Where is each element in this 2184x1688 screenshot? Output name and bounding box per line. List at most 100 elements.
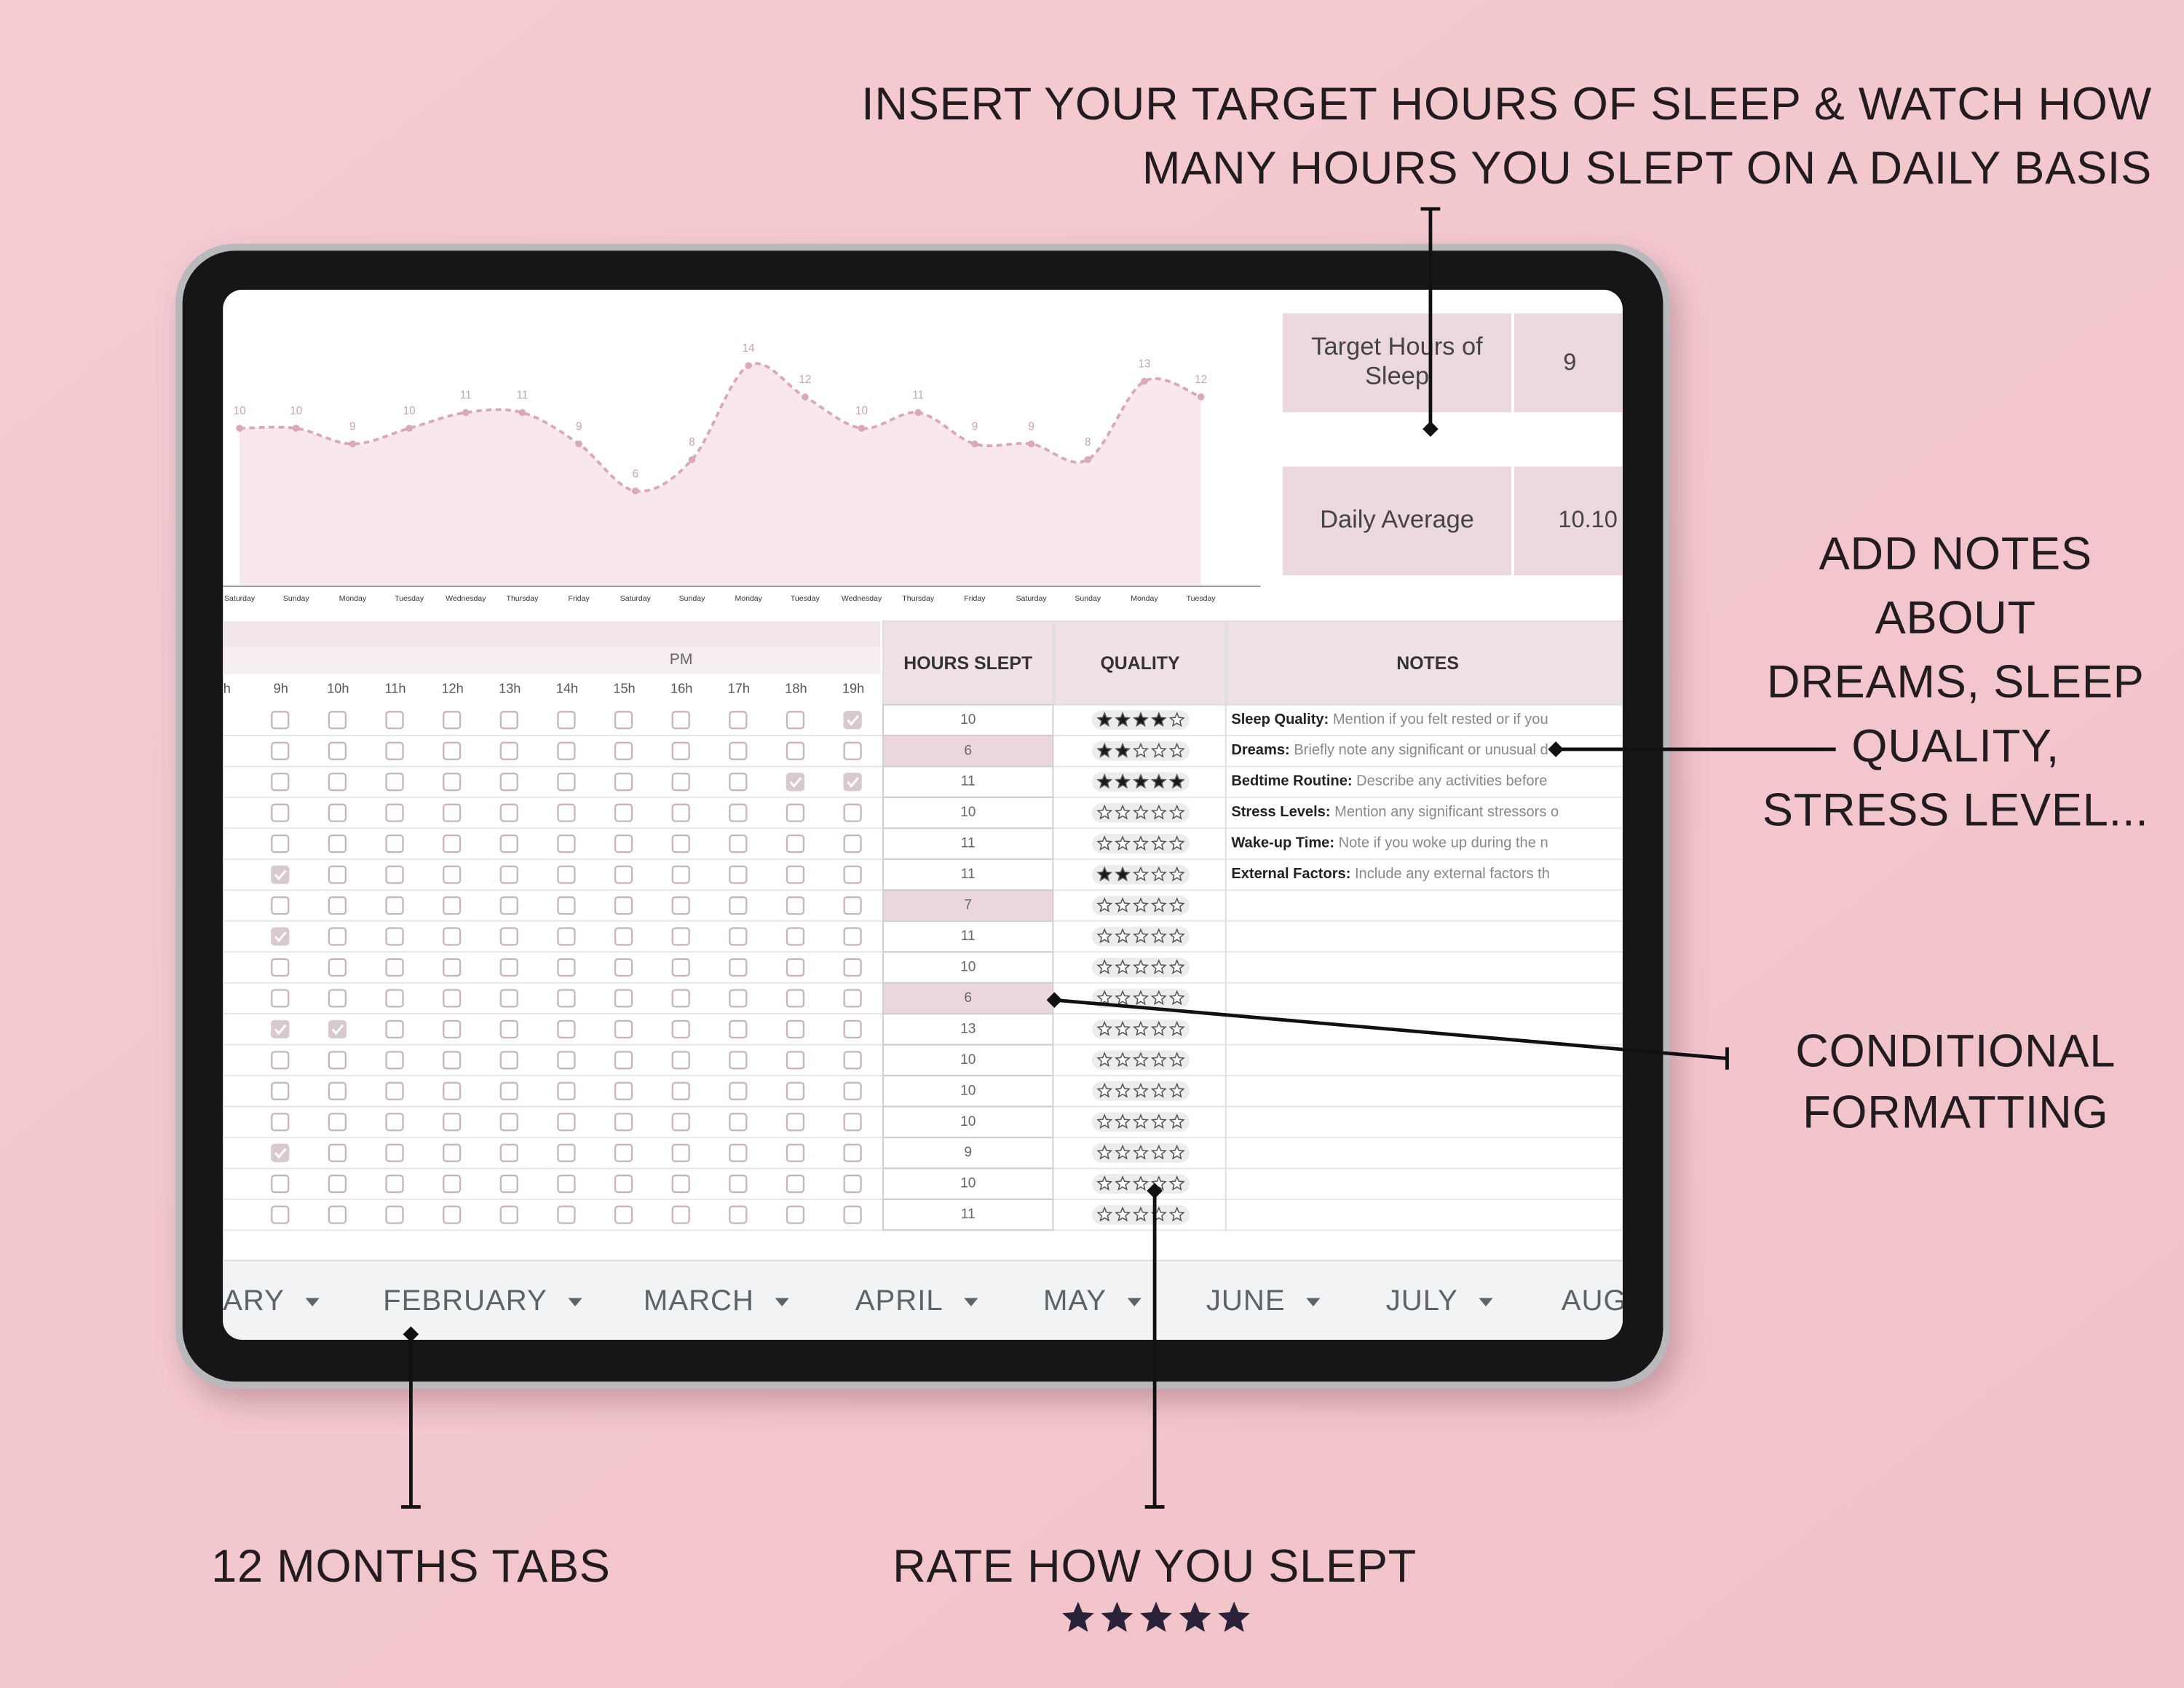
rating-star[interactable]: [1150, 773, 1167, 789]
rating-star[interactable]: [1096, 990, 1113, 1006]
rating-star[interactable]: [1150, 835, 1167, 851]
rating-star[interactable]: [1168, 1020, 1185, 1036]
rating-star[interactable]: [1115, 1052, 1131, 1068]
checkbox[interactable]: [385, 958, 404, 977]
checkbox[interactable]: [557, 865, 576, 884]
checkbox[interactable]: [557, 958, 576, 977]
rating-star[interactable]: [1168, 1144, 1185, 1160]
rating-star[interactable]: [1150, 804, 1167, 820]
tab-menu-arrow[interactable]: [964, 1298, 978, 1306]
checkbox[interactable]: [671, 958, 690, 977]
rating-star[interactable]: [1150, 990, 1167, 1006]
rating-star[interactable]: [1096, 773, 1113, 789]
rating-star[interactable]: [1096, 928, 1113, 944]
checkbox[interactable]: [671, 741, 690, 760]
checkbox[interactable]: [271, 711, 290, 730]
checkbox[interactable]: [443, 896, 462, 915]
checkbox[interactable]: [443, 1205, 462, 1224]
rating-star[interactable]: [1115, 711, 1131, 727]
checkbox[interactable]: [499, 896, 518, 915]
checkbox[interactable]: [671, 1175, 690, 1194]
checkbox[interactable]: [786, 741, 805, 760]
checkbox[interactable]: [328, 1175, 347, 1194]
rating-star[interactable]: [1096, 1206, 1113, 1222]
rating-star[interactable]: [1168, 1082, 1185, 1098]
checkbox[interactable]: [443, 927, 462, 946]
checkbox[interactable]: [786, 1051, 805, 1070]
rating-star[interactable]: [1132, 835, 1149, 851]
checkbox[interactable]: [328, 834, 347, 853]
checkbox[interactable]: [499, 834, 518, 853]
checkbox[interactable]: [443, 1175, 462, 1194]
rating-star[interactable]: [1132, 1052, 1149, 1068]
checkbox[interactable]: [271, 1081, 290, 1100]
checkbox[interactable]: [499, 1113, 518, 1132]
checkbox[interactable]: [557, 989, 576, 1008]
checkbox[interactable]: [729, 1081, 748, 1100]
sheet-tab[interactable]: ARY: [223, 1284, 285, 1317]
checkbox[interactable]: [271, 773, 290, 792]
sheet-tab[interactable]: MAY: [1043, 1284, 1107, 1317]
rating-star[interactable]: [1115, 958, 1131, 974]
checkbox[interactable]: [385, 896, 404, 915]
checkbox[interactable]: [499, 1175, 518, 1194]
checkbox[interactable]: [385, 834, 404, 853]
checkbox[interactable]: [786, 711, 805, 730]
tab-menu-arrow[interactable]: [305, 1298, 320, 1306]
checkbox[interactable]: [385, 865, 404, 884]
rating-star[interactable]: [1168, 742, 1185, 758]
checkbox[interactable]: [499, 865, 518, 884]
rating-star[interactable]: [1132, 990, 1149, 1006]
checkbox[interactable]: [385, 1205, 404, 1224]
checkbox[interactable]: [729, 711, 748, 730]
rating-star[interactable]: [1132, 1082, 1149, 1098]
checkbox[interactable]: [729, 1113, 748, 1132]
rating-star[interactable]: [1150, 1113, 1167, 1129]
checkbox-checked[interactable]: [843, 711, 862, 730]
rating-star[interactable]: [1115, 1175, 1131, 1191]
checkbox[interactable]: [786, 989, 805, 1008]
checkbox[interactable]: [328, 741, 347, 760]
rating-star[interactable]: [1150, 958, 1167, 974]
rating-star[interactable]: [1096, 1113, 1113, 1129]
rating-star[interactable]: [1096, 1082, 1113, 1098]
rating-star[interactable]: [1150, 1052, 1167, 1068]
rating-star[interactable]: [1150, 1082, 1167, 1098]
checkbox[interactable]: [843, 1205, 862, 1224]
rating-star[interactable]: [1096, 804, 1113, 820]
checkbox[interactable]: [499, 1081, 518, 1100]
checkbox[interactable]: [557, 1205, 576, 1224]
rating-star[interactable]: [1132, 896, 1149, 912]
checkbox[interactable]: [729, 834, 748, 853]
rating-star[interactable]: [1115, 1144, 1131, 1160]
checkbox[interactable]: [557, 1051, 576, 1070]
checkbox[interactable]: [385, 1113, 404, 1132]
checkbox[interactable]: [499, 1051, 518, 1070]
checkbox[interactable]: [729, 773, 748, 792]
checkbox[interactable]: [843, 1019, 862, 1038]
rating-star[interactable]: [1096, 1020, 1113, 1036]
checkbox[interactable]: [271, 989, 290, 1008]
checkbox[interactable]: [385, 773, 404, 792]
checkbox[interactable]: [843, 1051, 862, 1070]
checkbox-checked[interactable]: [271, 927, 290, 946]
rating-star[interactable]: [1150, 711, 1167, 727]
checkbox[interactable]: [843, 896, 862, 915]
checkbox[interactable]: [271, 741, 290, 760]
sheet-tab[interactable]: JUNE: [1206, 1284, 1286, 1317]
checkbox[interactable]: [385, 927, 404, 946]
checkbox[interactable]: [671, 1051, 690, 1070]
rating-star[interactable]: [1132, 866, 1149, 882]
rating-star[interactable]: [1168, 928, 1185, 944]
checkbox[interactable]: [843, 927, 862, 946]
rating-star[interactable]: [1096, 1144, 1113, 1160]
tab-menu-arrow[interactable]: [775, 1298, 789, 1306]
checkbox[interactable]: [328, 958, 347, 977]
checkbox[interactable]: [614, 711, 633, 730]
checkbox[interactable]: [499, 958, 518, 977]
checkbox[interactable]: [499, 1205, 518, 1224]
checkbox[interactable]: [443, 1019, 462, 1038]
checkbox[interactable]: [271, 1175, 290, 1194]
checkbox[interactable]: [614, 865, 633, 884]
rating-star[interactable]: [1115, 804, 1131, 820]
